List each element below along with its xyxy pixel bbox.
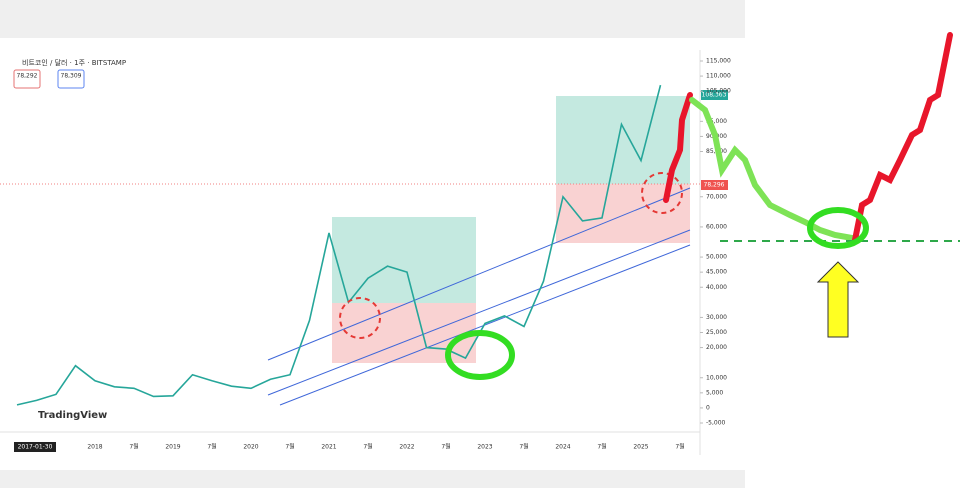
stop-box — [332, 303, 476, 363]
sell-box — [13, 69, 41, 89]
y-tick-label: 50,000 — [706, 254, 727, 261]
yellow-arrow — [816, 261, 860, 338]
y-tick-label: 110,000 — [706, 73, 731, 80]
buy-box — [57, 69, 85, 89]
x-tick-label: 2025 — [633, 444, 648, 451]
x-tick-label: 2022 — [399, 444, 414, 451]
green-forecast — [689, 97, 855, 241]
sell-price: 78,292 — [17, 73, 38, 80]
x-tick-label: 2023 — [477, 444, 492, 451]
y-tick-label: 95,000 — [706, 118, 727, 125]
badge — [701, 90, 728, 100]
x-tick-label: 7월 — [207, 443, 216, 451]
x-tick-label: 7월 — [441, 443, 450, 451]
x-tick-label: 7월 — [285, 443, 294, 451]
annotations-under — [0, 96, 700, 406]
y-tick-label: 10,000 — [706, 374, 727, 381]
price-line — [16, 84, 662, 406]
buy-price: 78,309 — [61, 73, 82, 80]
x-tick-label: 7월 — [597, 443, 606, 451]
red-stroke — [663, 92, 693, 203]
red-forecast — [852, 32, 953, 243]
y-tick-label: 105,000 — [706, 88, 731, 95]
x-tick-label: 2021 — [321, 444, 336, 451]
x-tick-label: 2024 — [555, 444, 570, 451]
y-tick-label: 20,000 — [706, 344, 727, 351]
bottom-band — [0, 470, 745, 488]
x-tick-label: 2019 — [165, 444, 180, 451]
top-band — [0, 0, 745, 38]
dashed-circle — [641, 172, 683, 214]
green-circle — [807, 207, 869, 249]
brand: TradingView — [38, 410, 107, 421]
x-tick-label: 2020 — [243, 444, 258, 451]
green-circle — [445, 330, 515, 380]
x-tick-label: 7월 — [363, 443, 372, 451]
price-badge: 78,296 — [704, 182, 725, 189]
y-tick-label: -5,000 — [706, 420, 726, 427]
dashed-circle — [339, 297, 381, 339]
channel-line — [267, 229, 691, 396]
channel-line — [267, 187, 691, 361]
x-tick-label: 7월 — [675, 443, 684, 451]
y-tick-label: 60,000 — [706, 223, 727, 230]
cursor-box — [14, 442, 56, 452]
y-tick-label: 0 — [706, 404, 710, 411]
y-tick-label: 40,000 — [706, 284, 727, 291]
y-tick-label: 70,000 — [706, 193, 727, 200]
annotations-over — [339, 32, 960, 380]
target-box — [332, 217, 476, 303]
y-tick-label: 115,000 — [706, 58, 731, 65]
x-tick-label: 7월 — [129, 443, 138, 451]
plot: -5,000 0 5,000 10,000 20,000 25,000 30,000 40,0… — [16, 58, 731, 451]
chart-title: 비트코인 / 달러 · 1주 · BITSTAMP — [22, 58, 126, 67]
price-badge: 108,363 — [702, 92, 727, 99]
x-tick-label: 7월 — [519, 443, 528, 451]
target-box — [556, 96, 690, 184]
y-tick-label: 25,000 — [706, 329, 727, 336]
y-tick-label: 5,000 — [706, 389, 723, 396]
y-tick-label: 45,000 — [706, 269, 727, 276]
badge — [701, 180, 728, 190]
y-tick-label: 30,000 — [706, 314, 727, 321]
cursor-date: 2017-01-30 — [18, 444, 53, 451]
x-tick-label: 2018 — [87, 444, 102, 451]
